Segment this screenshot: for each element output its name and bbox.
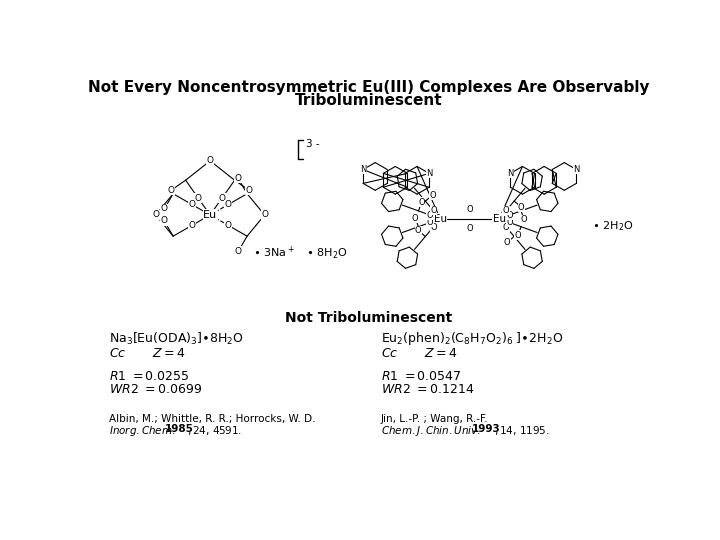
Text: O: O: [503, 206, 510, 215]
Text: $\it{, 14}$, 1195.: $\it{, 14}$, 1195.: [494, 424, 549, 437]
Text: Eu: Eu: [492, 214, 505, 224]
Text: Eu: Eu: [433, 214, 447, 224]
Text: N: N: [573, 165, 580, 174]
Text: O: O: [225, 200, 231, 209]
Text: O: O: [430, 222, 436, 232]
Text: O: O: [429, 191, 436, 200]
Text: 1985: 1985: [165, 424, 194, 434]
Text: $\it{Chem. J. Chin. Univ.}$: $\it{Chem. J. Chin. Univ.}$: [381, 424, 481, 438]
Text: N: N: [507, 169, 513, 178]
Text: $\it{, 24}$, 4591.: $\it{, 24}$, 4591.: [187, 424, 242, 437]
Text: N: N: [360, 165, 366, 174]
Text: O: O: [152, 211, 159, 219]
Text: O: O: [189, 221, 196, 230]
Text: Eu$_2$(phen)$_2$(C$_8$H$_7$O$_2$)$_6$ ]$\bullet$2H$_2$O: Eu$_2$(phen)$_2$(C$_8$H$_7$O$_2$)$_6$ ]$…: [381, 330, 563, 347]
Text: Not Every Noncentrosymmetric Eu(III) Complexes Are Observably: Not Every Noncentrosymmetric Eu(III) Com…: [89, 80, 649, 95]
Text: O: O: [415, 226, 421, 235]
Text: O: O: [518, 202, 525, 212]
Text: Not Triboluminescent: Not Triboluminescent: [285, 311, 453, 325]
Text: O: O: [467, 224, 473, 233]
Text: O: O: [427, 218, 433, 227]
Text: O: O: [207, 156, 214, 165]
Text: O: O: [218, 194, 225, 202]
Text: Eu: Eu: [203, 210, 217, 220]
Text: O: O: [430, 206, 436, 215]
Text: O: O: [427, 211, 433, 220]
Text: O: O: [506, 218, 513, 227]
Text: O: O: [467, 205, 473, 214]
Text: O: O: [189, 200, 196, 209]
Text: $\it{Cc}$       $Z = 4$: $\it{Cc}$ $Z = 4$: [109, 347, 186, 360]
Text: 1993: 1993: [472, 424, 501, 434]
Text: O: O: [225, 221, 231, 230]
Text: Albin, M.; Whittle, R. R.; Horrocks, W. D.: Albin, M.; Whittle, R. R.; Horrocks, W. …: [109, 414, 316, 423]
Text: Triboluminescent: Triboluminescent: [295, 92, 443, 107]
Text: O: O: [412, 213, 418, 222]
Text: O: O: [521, 215, 528, 224]
Text: O: O: [515, 231, 521, 240]
Text: O: O: [161, 205, 168, 213]
Text: O: O: [503, 222, 510, 232]
Text: O: O: [246, 186, 253, 195]
Text: O: O: [161, 217, 168, 226]
Text: O: O: [195, 194, 202, 202]
Text: $\it{R1}$ $= 0.0547$: $\it{R1}$ $= 0.0547$: [381, 370, 462, 383]
Text: $\bullet$ 3Na$^+$   $\bullet$ 8H$_2$O: $\bullet$ 3Na$^+$ $\bullet$ 8H$_2$O: [253, 245, 348, 262]
Text: O: O: [504, 238, 510, 247]
Text: N: N: [426, 169, 432, 178]
Text: $\bullet$ 2H$_2$O: $\bullet$ 2H$_2$O: [593, 220, 634, 233]
Text: O: O: [506, 211, 513, 220]
Text: Na$_3$[Eu(ODA)$_3$]$\bullet$8H$_2$O: Na$_3$[Eu(ODA)$_3$]$\bullet$8H$_2$O: [109, 330, 244, 347]
Text: O: O: [235, 247, 242, 256]
Text: O: O: [261, 211, 268, 219]
Text: O: O: [168, 186, 175, 195]
Text: O: O: [418, 198, 425, 207]
Text: $\it{Inorg. Chem.}$: $\it{Inorg. Chem.}$: [109, 424, 176, 438]
Text: $\it{WR2}$ $= 0.1214$: $\it{WR2}$ $= 0.1214$: [381, 383, 474, 396]
Text: 3 -: 3 -: [306, 139, 320, 148]
Text: $\it{WR2}$ $= 0.0699$: $\it{WR2}$ $= 0.0699$: [109, 383, 202, 396]
Text: $\it{R1}$ $= 0.0255$: $\it{R1}$ $= 0.0255$: [109, 370, 190, 383]
Text: $\it{Cc}$       $Z = 4$: $\it{Cc}$ $Z = 4$: [381, 347, 457, 360]
Text: O: O: [235, 174, 242, 183]
Text: Jin, L.-P. ; Wang, R.-F.: Jin, L.-P. ; Wang, R.-F.: [381, 414, 488, 423]
